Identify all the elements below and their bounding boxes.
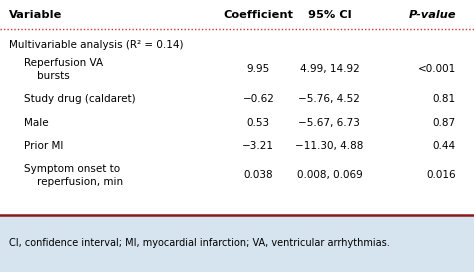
Text: Reperfusion VA
    bursts: Reperfusion VA bursts — [24, 58, 103, 81]
Text: −11.30, 4.88: −11.30, 4.88 — [295, 141, 364, 151]
Text: Variable: Variable — [9, 10, 62, 20]
Text: 0.87: 0.87 — [433, 118, 456, 128]
Text: 0.016: 0.016 — [427, 171, 456, 180]
Text: <0.001: <0.001 — [418, 64, 456, 74]
Text: Male: Male — [24, 118, 48, 128]
Text: Prior MI: Prior MI — [24, 141, 63, 151]
Text: 0.038: 0.038 — [244, 171, 273, 180]
Text: −5.67, 6.73: −5.67, 6.73 — [299, 118, 360, 128]
Text: CI, confidence interval; MI, myocardial infarction; VA, ventricular arrhythmias.: CI, confidence interval; MI, myocardial … — [9, 239, 389, 248]
Text: 0.44: 0.44 — [433, 141, 456, 151]
Text: 0.008, 0.069: 0.008, 0.069 — [297, 171, 362, 180]
Text: Coefficient: Coefficient — [223, 10, 293, 20]
Text: P-value: P-value — [409, 10, 456, 20]
Text: 0.81: 0.81 — [433, 94, 456, 104]
Text: Multivariable analysis (R² = 0.14): Multivariable analysis (R² = 0.14) — [9, 40, 183, 50]
Text: Symptom onset to
    reperfusion, min: Symptom onset to reperfusion, min — [24, 164, 123, 187]
Text: 0.53: 0.53 — [247, 118, 270, 128]
Bar — [0, 215, 474, 272]
Text: 95% CI: 95% CI — [308, 10, 351, 20]
Text: −0.62: −0.62 — [242, 94, 274, 104]
Text: Study drug (caldaret): Study drug (caldaret) — [24, 94, 135, 104]
Text: 9.95: 9.95 — [246, 64, 270, 74]
Text: −5.76, 4.52: −5.76, 4.52 — [299, 94, 360, 104]
Text: −3.21: −3.21 — [242, 141, 274, 151]
Text: 4.99, 14.92: 4.99, 14.92 — [300, 64, 359, 74]
